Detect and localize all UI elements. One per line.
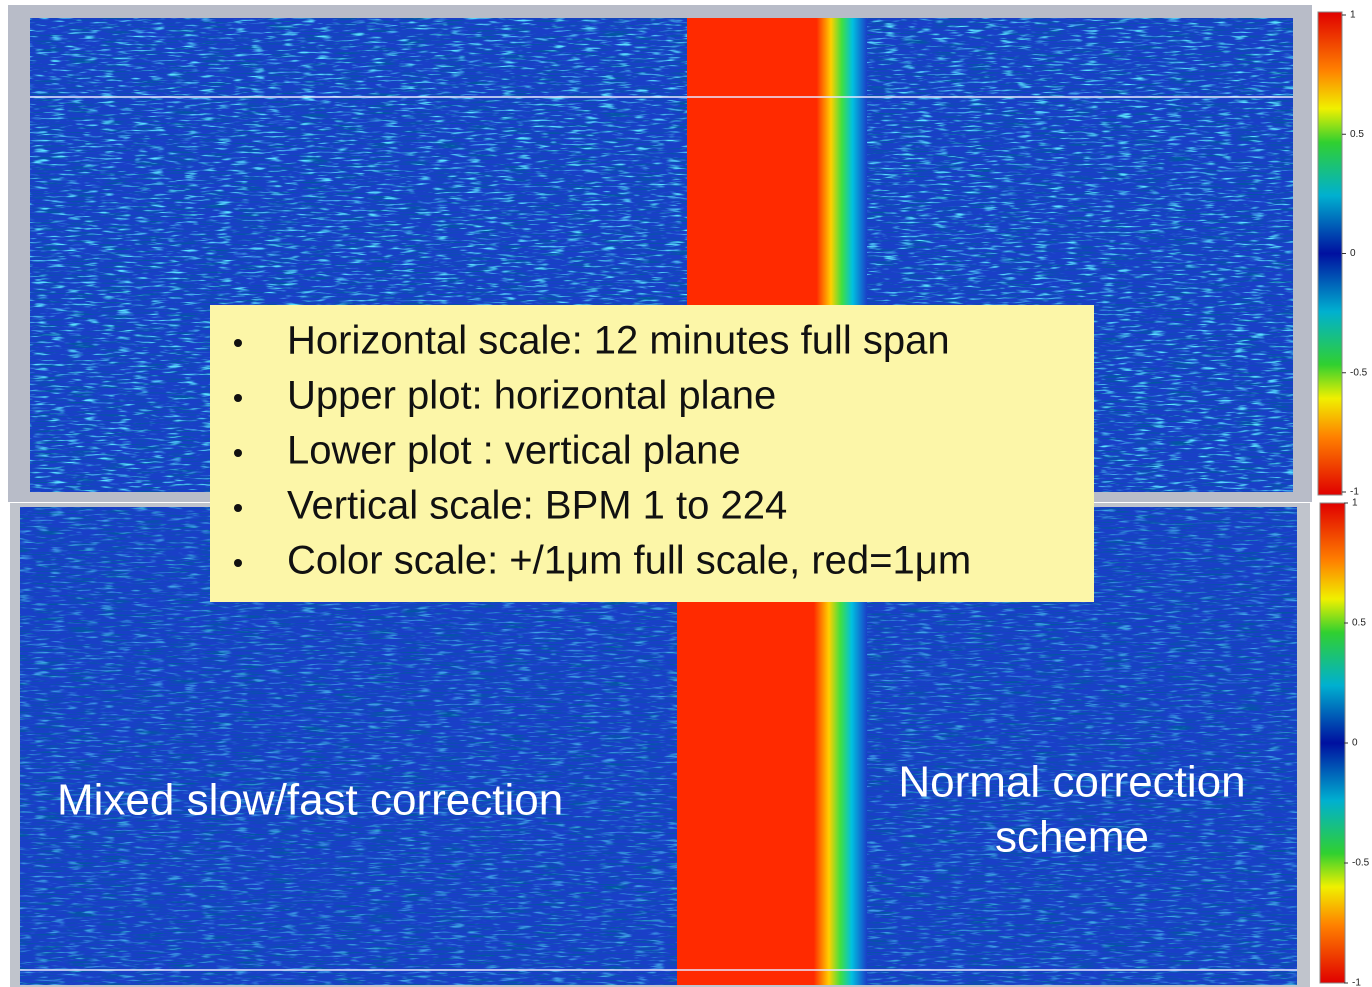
bullet-text: Horizontal scale: 12 minutes full span [287,319,950,363]
colorbar-tick-label: 0 [1352,738,1358,749]
lower-colorbar [1319,502,1346,984]
bullet-text: Color scale: +/1μm full scale, red=1μm [287,539,971,583]
bullet-dot [234,559,242,567]
bullet-dot [234,394,242,402]
lower-red-band [677,600,867,985]
right-annotation: Normal correction [898,758,1245,807]
bullet-text: Lower plot : vertical plane [287,429,741,473]
bullet-text: Upper plot: horizontal plane [287,374,776,418]
colorbar-tick-label: -1 [1352,978,1361,987]
upper-red-band [687,18,867,308]
colorbar-tick-label: 1 [1350,10,1356,21]
info-box [210,305,1094,602]
colorbar-tick-label: 0.5 [1352,618,1366,629]
colorbar-tick-label: 1 [1352,498,1358,509]
upper-colorbar [1317,11,1343,496]
colorbar-tick-label: 0 [1350,248,1356,259]
colorbar-tick-label: -0.5 [1352,858,1370,869]
right-annotation: scheme [995,813,1149,862]
bullet-text: Vertical scale: BPM 1 to 224 [287,484,787,528]
bullet-dot [234,339,242,347]
colorbar-tick-label: -0.5 [1350,367,1368,378]
left-annotation: Mixed slow/fast correction [57,776,563,825]
bullet-dot [234,449,242,457]
bullet-dot [234,504,242,512]
colorbar-tick-label: 0.5 [1350,129,1364,140]
colorbar-tick-label: -1 [1350,487,1359,498]
